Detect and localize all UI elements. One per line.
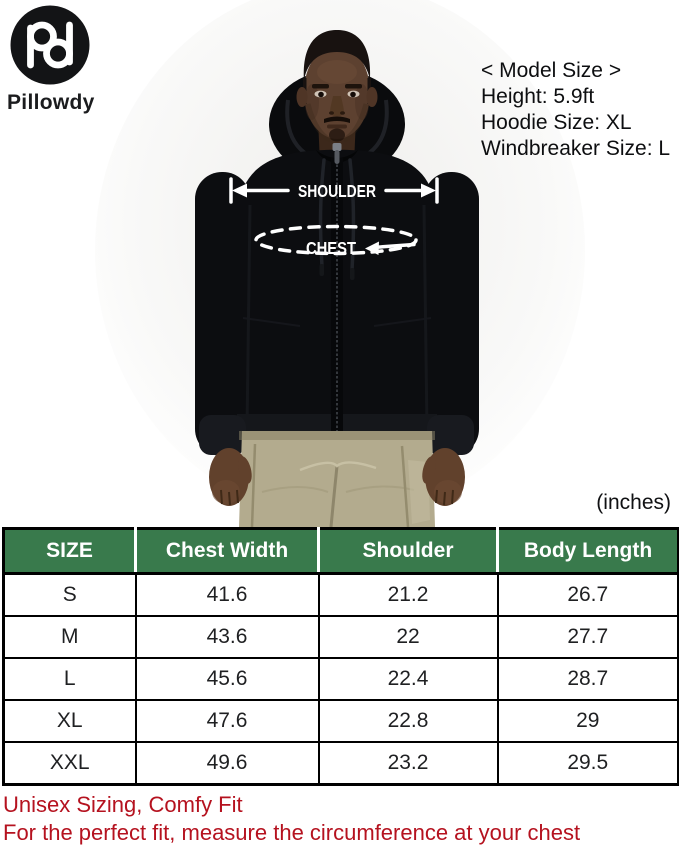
fit-note-line2: For the perfect fit, measure the circumf… <box>3 820 581 845</box>
table-cell: 29.5 <box>496 741 679 786</box>
hoodie-body <box>195 143 479 456</box>
model-face <box>296 30 378 143</box>
shoulder-measure-annotation: SHOULDER <box>229 177 439 204</box>
model-windbreaker-size: Windbreaker Size: L <box>481 137 671 160</box>
table-cell: XL <box>2 699 137 743</box>
table-cell: 29 <box>496 699 679 743</box>
table-row: L 45.6 22.4 28.7 <box>2 657 679 701</box>
size-chart-table: SIZE Chest Width Shoulder Body Length S … <box>2 527 679 786</box>
pocket-seam-right <box>400 445 410 527</box>
goatee <box>329 128 345 142</box>
chest-measure-annotation: CHEST <box>254 224 418 258</box>
model-hoodie-size: Hoodie Size: XL <box>481 111 632 134</box>
ear-left <box>296 87 308 107</box>
table-cell: 22.4 <box>317 657 499 701</box>
cuff-left <box>199 415 246 455</box>
table-cell: 22.8 <box>317 699 499 743</box>
table-header-row: SIZE Chest Width Shoulder Body Length <box>3 528 679 575</box>
table-cell: 43.6 <box>134 615 320 659</box>
mustache <box>324 116 350 123</box>
pants <box>239 431 435 527</box>
pocket-seam-left <box>250 443 257 527</box>
model-height: Height: 5.9ft <box>481 85 595 108</box>
table-cell: 45.6 <box>134 657 320 701</box>
fit-note: Unisex Sizing, Comfy Fit For the perfect… <box>3 791 580 847</box>
shoulder-label: SHOULDER <box>298 181 376 201</box>
fit-note-line1: Unisex Sizing, Comfy Fit <box>3 792 243 817</box>
table-cell: 27.7 <box>496 615 679 659</box>
brand-block: Pillowdy <box>6 2 126 115</box>
col-header-body-length: Body Length <box>496 528 679 575</box>
brand-name: Pillowdy <box>7 91 95 114</box>
model-size-title: < Model Size > <box>481 59 622 82</box>
table-row: XXL 49.6 23.2 29.5 <box>2 741 679 786</box>
chest-label: CHEST <box>306 238 356 258</box>
model-photo: SHOULDER CHEST <box>95 0 585 527</box>
nose <box>330 96 344 117</box>
hand-left <box>209 448 252 506</box>
table-cell: S <box>2 572 137 617</box>
sleeve-right <box>424 172 479 456</box>
table-cell: 47.6 <box>134 699 320 743</box>
ear-right <box>366 87 378 107</box>
sleeve-left <box>195 172 250 456</box>
table-row: M 43.6 22 27.7 <box>2 615 679 659</box>
table-cell: M <box>2 615 137 659</box>
table-cell: XXL <box>2 741 137 786</box>
table-cell: 26.7 <box>496 572 679 617</box>
table-cell: 49.6 <box>134 741 320 786</box>
table-cell: 21.2 <box>317 572 499 617</box>
col-header-chest-width: Chest Width <box>134 528 319 575</box>
col-header-shoulder: Shoulder <box>317 528 498 575</box>
table-row: XL 47.6 22.8 29 <box>2 699 679 743</box>
cuff-right <box>427 415 474 455</box>
pillowdy-logo-icon <box>10 5 90 85</box>
table-cell: 41.6 <box>134 572 320 617</box>
units-note: (inches) <box>596 491 671 514</box>
model-size-info: < Model Size > Height: 5.9ft Hoodie Size… <box>481 58 670 162</box>
table-cell: 22 <box>317 615 499 659</box>
hair <box>303 30 371 80</box>
table-cell: 28.7 <box>496 657 679 701</box>
hand-right <box>422 448 465 506</box>
table-cell: 23.2 <box>317 741 499 786</box>
table-cell: L <box>2 657 137 701</box>
col-header-size: SIZE <box>3 528 136 575</box>
table-row: S 41.6 21.2 26.7 <box>2 572 679 617</box>
